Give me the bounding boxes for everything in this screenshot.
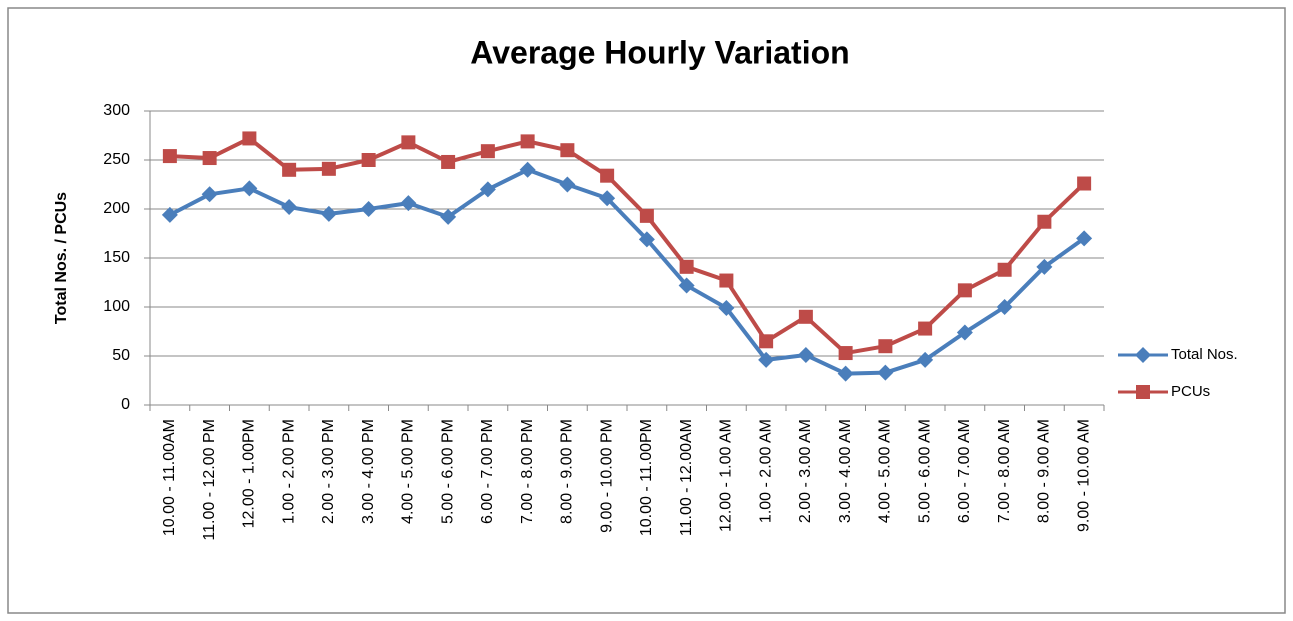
x-tick-label: 8.00 - 9.00 AM bbox=[1036, 419, 1053, 523]
marker bbox=[559, 176, 576, 193]
marker bbox=[638, 231, 655, 248]
x-tick-label: 5.00 - 6.00 PM bbox=[439, 419, 456, 524]
x-tick-label: 1.00 - 2.00 AM bbox=[757, 419, 774, 523]
marker bbox=[480, 144, 495, 159]
legend-label: Total Nos. bbox=[1171, 346, 1238, 363]
x-tick-label: 6.00 - 7.00 AM bbox=[956, 419, 973, 523]
marker bbox=[320, 205, 337, 222]
marker bbox=[718, 299, 735, 316]
marker bbox=[679, 259, 694, 274]
marker bbox=[479, 181, 496, 198]
x-tick-label: 4.00 - 5.00 AM bbox=[877, 419, 894, 523]
y-tick-label: 150 bbox=[103, 249, 130, 266]
x-tick-label: 11.00 - 12.00 PM bbox=[201, 419, 218, 541]
x-tick-label: 2.00 - 3.00 AM bbox=[797, 419, 814, 523]
marker bbox=[997, 262, 1012, 277]
marker bbox=[1077, 176, 1092, 191]
marker bbox=[441, 154, 456, 169]
y-tick-label: 0 bbox=[121, 396, 130, 413]
x-tick-label: 2.00 - 3.00 PM bbox=[320, 419, 337, 524]
marker bbox=[1036, 258, 1053, 275]
marker bbox=[242, 131, 257, 146]
marker bbox=[639, 208, 654, 223]
x-tick-label: 1.00 - 2.00 PM bbox=[280, 419, 297, 524]
marker bbox=[400, 195, 417, 212]
marker bbox=[241, 180, 258, 197]
marker bbox=[520, 134, 535, 149]
x-tick-label: 5.00 - 6.00 AM bbox=[916, 419, 933, 523]
x-tick-label: 9.00 - 10.00 PM bbox=[598, 419, 615, 533]
y-axis-title: Total Nos. / PCUs bbox=[53, 192, 70, 324]
chart-frame bbox=[7, 7, 1286, 614]
marker bbox=[1037, 214, 1052, 229]
y-tick-label: 200 bbox=[103, 200, 130, 217]
x-tick-label: 7.00 - 8.00 AM bbox=[996, 419, 1013, 523]
marker bbox=[282, 162, 297, 177]
x-tick-label: 6.00 - 7.00 PM bbox=[479, 419, 496, 524]
y-tick-label: 250 bbox=[103, 151, 130, 168]
marker bbox=[560, 143, 575, 158]
marker bbox=[440, 208, 457, 225]
marker bbox=[202, 151, 217, 166]
x-tick-label: 4.00 - 5.00 PM bbox=[400, 419, 417, 524]
marker bbox=[798, 309, 813, 324]
x-tick-label: 9.00 - 10.00 AM bbox=[1075, 419, 1092, 532]
x-tick-label: 10.00 - 11.00PM bbox=[638, 419, 655, 536]
y-tick-label: 50 bbox=[112, 347, 130, 364]
marker bbox=[600, 168, 615, 183]
marker bbox=[401, 135, 416, 150]
marker bbox=[1136, 385, 1150, 399]
marker bbox=[838, 346, 853, 361]
marker bbox=[1076, 230, 1093, 247]
chart-title: Average Hourly Variation bbox=[470, 34, 849, 70]
marker bbox=[917, 351, 934, 368]
marker bbox=[719, 273, 734, 288]
marker bbox=[161, 206, 178, 223]
x-tick-label: 12.00 - 1.00 AM bbox=[718, 419, 735, 532]
marker bbox=[878, 339, 893, 354]
x-tick-label: 12.00 - 1.00PM bbox=[241, 419, 258, 528]
marker bbox=[360, 201, 377, 217]
x-tick-label: 3.00 - 4.00 AM bbox=[837, 419, 854, 523]
marker bbox=[519, 161, 536, 178]
marker bbox=[281, 199, 298, 216]
legend-label: PCUs bbox=[1171, 383, 1210, 400]
marker bbox=[837, 365, 854, 382]
x-tick-label: 10.00 - 11.00AM bbox=[161, 419, 178, 536]
marker bbox=[996, 299, 1013, 315]
marker bbox=[321, 161, 336, 176]
y-tick-label: 300 bbox=[103, 102, 130, 119]
marker bbox=[957, 283, 972, 298]
y-tick-label: 100 bbox=[103, 298, 130, 315]
x-tick-label: 3.00 - 4.00 PM bbox=[360, 419, 377, 524]
marker bbox=[918, 321, 933, 336]
marker bbox=[201, 186, 218, 203]
marker bbox=[678, 277, 695, 294]
x-tick-label: 7.00 - 8.00 PM bbox=[519, 419, 536, 524]
marker bbox=[1135, 347, 1151, 363]
x-tick-label: 8.00 - 9.00 PM bbox=[559, 419, 576, 524]
marker bbox=[956, 324, 973, 341]
x-tick-label: 11.00 - 12.00AM bbox=[678, 419, 695, 536]
marker bbox=[599, 190, 616, 207]
marker bbox=[797, 347, 814, 364]
marker bbox=[758, 351, 775, 368]
marker bbox=[877, 364, 894, 381]
marker bbox=[759, 334, 774, 349]
marker bbox=[361, 153, 376, 167]
marker bbox=[162, 149, 177, 164]
